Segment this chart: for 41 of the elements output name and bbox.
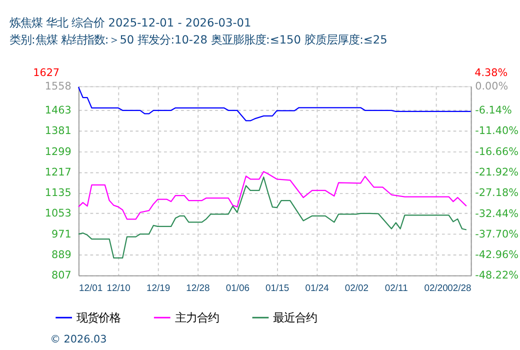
y-tick-label: 1463 [44,104,72,116]
line-series [78,171,467,220]
y2-tick-label: -48.22% [475,270,519,282]
y-tick-label: 889 [52,248,72,261]
y-tick-label: 971 [52,228,72,240]
text: © 2026.03 [50,333,107,346]
y2-tick-label: -42.96% [475,249,519,262]
legend-label: 现货价格 [76,310,121,324]
y-tick-label: 1053 [44,208,72,220]
text: 4.38% [474,66,508,79]
y-tick-label: 807 [52,270,72,282]
y2-tick-label: 0.00% [475,80,508,93]
x-tick-label: 12/19 [146,282,170,294]
y2-tick-label: -11.40% [475,125,519,138]
x-tick-label: 02/02 [344,282,368,294]
legend-label: 最近合约 [273,310,318,324]
x-tick-label: 01/15 [266,282,290,294]
x-tick-label: 12/10 [106,282,130,294]
x-tick-label: 02/20 [424,282,448,294]
legend-label: 主力合约 [174,310,219,324]
line-series [78,176,467,259]
y2-tick-label: -37.70% [475,228,519,240]
y2-tick-label: -16.66% [475,146,519,158]
x-tick-label: 02/28 [448,282,472,294]
chart-subtitle: 类别:焦煤 粘结指数:＞50 挥发分:10-28 奥亚膨胀度:≤150 胶质层厚度:≤25 [9,32,388,47]
y2-tick-label: -27.18% [475,187,519,200]
text: 1627 [33,66,60,79]
y-tick-label: 1217 [44,166,72,178]
y2-tick-label: -6.14% [475,104,512,117]
y-tick-label: 1299 [44,146,72,158]
x-tick-label: 01/06 [226,282,250,294]
x-tick-label: 12/01 [78,282,103,294]
y-tick-label: 1135 [44,187,72,200]
y-tick-label: 1381 [44,125,72,138]
y-tick-label: 1558 [44,80,72,93]
chart-title: 炼焦煤 华北 综合价 2025-12-01 - 2026-03-01 [9,16,252,30]
y2-tick-label: -21.92% [475,166,519,179]
x-tick-label: 02/11 [384,282,408,294]
x-tick-label: 01/24 [305,282,329,294]
y2-tick-label: -32.44% [475,208,519,220]
x-tick-label: 12/28 [186,282,210,294]
